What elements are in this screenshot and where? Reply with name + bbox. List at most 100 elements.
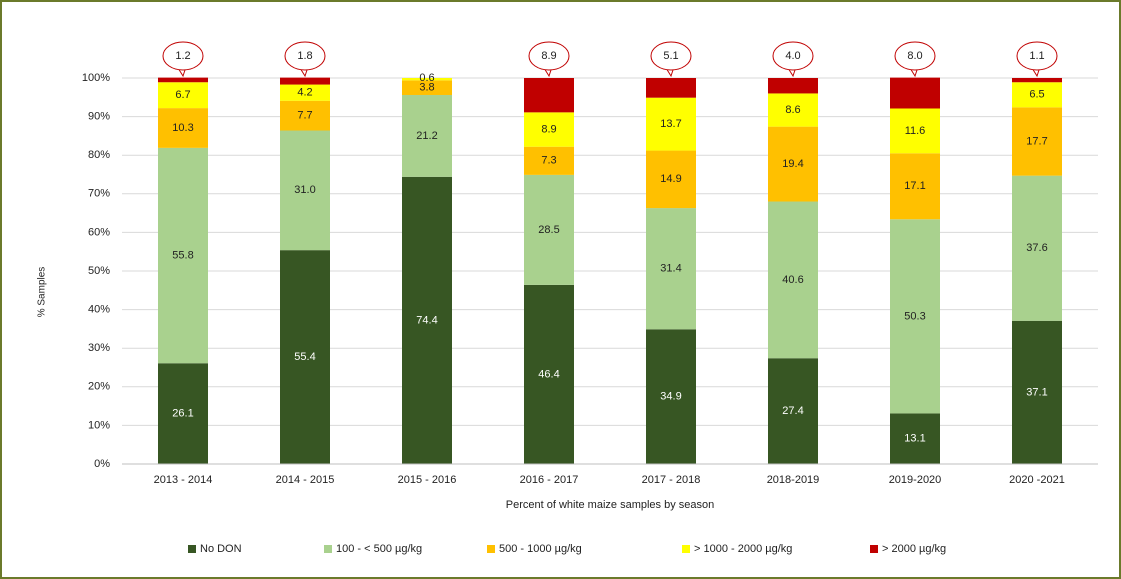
bar-segment <box>524 146 574 175</box>
bar-segment <box>768 358 818 464</box>
data-label: 27.4 <box>782 405 803 417</box>
legend-swatch <box>324 545 332 553</box>
bar-segment <box>646 150 696 209</box>
callout <box>650 41 692 71</box>
data-label: 13.1 <box>904 433 925 445</box>
bar-segment <box>158 147 208 364</box>
x-tick-label: 2017 - 2018 <box>642 474 701 486</box>
legend-swatch <box>682 545 690 553</box>
data-label: 4.0 <box>785 50 800 62</box>
bar-segment <box>524 78 574 113</box>
bar-segment <box>158 108 208 148</box>
y-tick-label: 90% <box>88 111 110 123</box>
x-tick-label: 2014 - 2015 <box>276 474 335 486</box>
bar-segment <box>402 80 452 95</box>
data-label: 7.3 <box>541 155 556 167</box>
data-label: 37.1 <box>1026 386 1047 398</box>
data-label: 21.2 <box>416 130 437 142</box>
data-label: 19.4 <box>782 158 803 170</box>
bar-segment <box>402 94 452 177</box>
bar-segment <box>646 97 696 151</box>
data-label: 1.1 <box>1029 50 1044 62</box>
data-label: 8.6 <box>785 104 800 116</box>
x-tick-label: 2020 -2021 <box>1009 474 1065 486</box>
legend-swatch <box>188 545 196 553</box>
data-label: 17.7 <box>1026 135 1047 147</box>
y-tick-label: 40% <box>88 304 110 316</box>
y-tick-label: 50% <box>88 265 110 277</box>
bar-segment <box>890 153 940 220</box>
bar-segment <box>280 77 330 85</box>
data-label: 37.6 <box>1026 242 1047 254</box>
data-label: 17.1 <box>904 180 925 192</box>
data-label: 11.6 <box>905 125 926 137</box>
data-label: 34.9 <box>660 391 681 403</box>
bar-segment <box>158 77 208 83</box>
y-tick-label: 80% <box>88 149 110 161</box>
data-label: 74.4 <box>416 314 437 326</box>
bar-segment <box>1012 175 1062 321</box>
y-tick-label: 100% <box>82 72 110 84</box>
legend-label: 100 - < 500 µg/kg <box>336 543 422 555</box>
bar-segment <box>402 78 452 81</box>
data-label: 14.9 <box>660 173 681 185</box>
y-tick-label: 10% <box>88 419 110 431</box>
x-tick-label: 2019-2020 <box>889 474 942 486</box>
bar-segment <box>768 201 818 359</box>
bar-segment <box>280 250 330 464</box>
y-axis-title: % Samples <box>37 267 48 318</box>
bar-segment <box>890 77 940 109</box>
callout <box>1016 41 1058 71</box>
legend-label: 500 - 1000 µg/kg <box>499 543 582 555</box>
data-label: 26.1 <box>172 408 193 420</box>
data-label: 28.5 <box>538 224 559 236</box>
bar-segment <box>768 126 818 202</box>
callout <box>772 41 814 71</box>
data-label: 6.5 <box>1029 89 1044 101</box>
data-label: 40.6 <box>782 274 803 286</box>
x-tick-label: 2016 - 2017 <box>520 474 579 486</box>
legend-label: > 1000 - 2000 µg/kg <box>694 543 792 555</box>
data-label: 3.8 <box>419 82 434 94</box>
bar-segment <box>280 130 330 251</box>
bar-segment <box>402 176 452 465</box>
bar-segment <box>524 174 574 285</box>
y-tick-label: 70% <box>88 188 110 200</box>
x-tick-label: 2015 - 2016 <box>398 474 457 486</box>
data-label: 1.8 <box>297 50 312 62</box>
bar-segment <box>890 413 940 464</box>
y-tick-label: 60% <box>88 226 110 238</box>
data-label: 55.8 <box>172 249 193 261</box>
y-tick-label: 30% <box>88 342 110 354</box>
bar-segment <box>890 108 940 154</box>
x-tick-label: 2018-2019 <box>767 474 820 486</box>
callout <box>528 41 570 71</box>
data-label: 0.6 <box>419 72 434 84</box>
legend-label: > 2000 µg/kg <box>882 543 946 555</box>
data-label: 10.3 <box>172 122 193 134</box>
bar-segment <box>524 284 574 464</box>
bar-segment <box>524 112 574 147</box>
data-label: 55.4 <box>294 351 315 363</box>
legend-swatch <box>487 545 495 553</box>
data-label: 50.3 <box>904 310 925 322</box>
data-label: 31.4 <box>660 263 681 275</box>
bar-segment <box>1012 107 1062 176</box>
bar-segment <box>280 84 330 101</box>
data-label: 13.7 <box>660 118 681 130</box>
data-label: 46.4 <box>538 368 559 380</box>
bar-segment <box>646 208 696 330</box>
data-label: 6.7 <box>175 89 190 101</box>
data-label: 31.0 <box>294 184 315 196</box>
bar-segment <box>890 219 940 414</box>
legend-swatch <box>870 545 878 553</box>
bar-segment <box>768 93 818 127</box>
callout <box>284 41 326 71</box>
y-tick-label: 20% <box>88 381 110 393</box>
bar-segment <box>646 329 696 464</box>
data-label: 8.9 <box>541 50 556 62</box>
data-label: 7.7 <box>297 110 312 122</box>
callout <box>894 41 936 71</box>
